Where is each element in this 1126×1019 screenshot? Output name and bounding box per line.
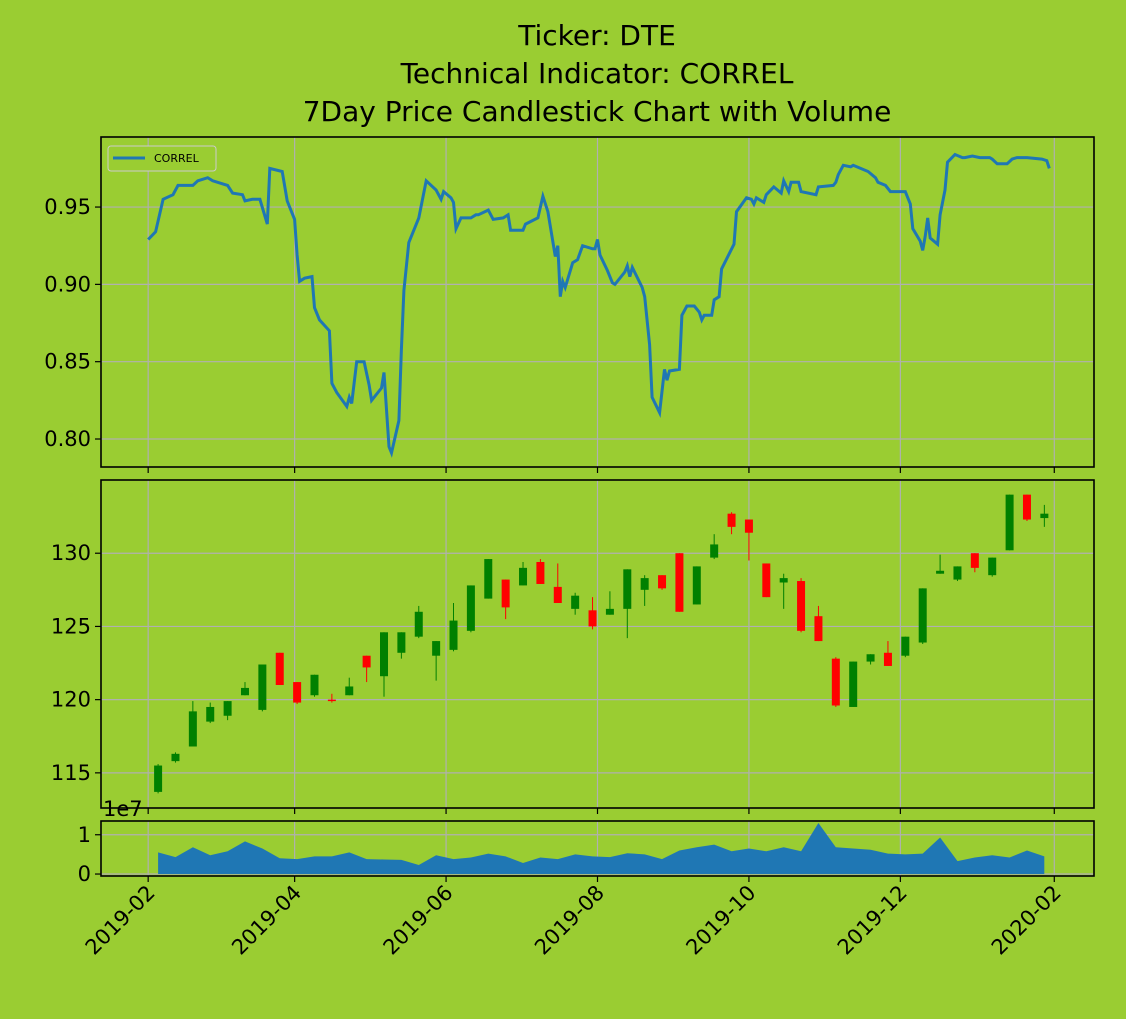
candle-body <box>154 765 163 792</box>
candle-body <box>953 566 962 580</box>
candle-body <box>605 608 614 615</box>
panel: 115 120 125 130 <box>51 479 1095 814</box>
candle-body <box>936 570 945 574</box>
candle-body <box>675 553 684 612</box>
candle-body <box>414 611 423 637</box>
candle-body <box>553 586 562 603</box>
y-tick-label: 0.95 <box>44 195 91 219</box>
candle-body <box>762 563 771 598</box>
y-tick-label: 0.85 <box>44 350 91 374</box>
candle-body <box>658 575 667 589</box>
candle-body <box>258 664 267 710</box>
candle-body <box>710 544 719 558</box>
x-tick-label: 2019-06 <box>379 881 458 960</box>
candle-body <box>536 562 545 584</box>
candle-body <box>1040 513 1049 519</box>
candle-body <box>188 711 197 747</box>
x-tick-label: 2019-12 <box>833 881 912 960</box>
volume-area <box>158 823 1045 875</box>
candle-body <box>171 753 180 762</box>
candle-body <box>380 632 389 677</box>
panel: 2019-02 2019-04 2019-06 2019-08 2019-10 2019-… <box>78 797 1095 960</box>
candle-body <box>779 578 788 583</box>
legend-label: CORREL <box>154 152 200 165</box>
candle-body <box>310 674 319 696</box>
candle-body <box>883 652 892 666</box>
candle-body <box>571 595 580 609</box>
candle-body <box>797 581 806 631</box>
y-tick-label: 115 <box>51 761 91 785</box>
indicator-line <box>147 152 1051 458</box>
candle-body <box>588 610 597 627</box>
candle-body <box>866 654 875 662</box>
panel-frame <box>100 136 1095 468</box>
title-line-3: 7Day Price Candlestick Chart with Volume <box>303 95 892 128</box>
candle-body <box>501 579 510 608</box>
candle-body <box>240 687 249 696</box>
candle-body <box>988 557 997 576</box>
x-tick-label: 2019-08 <box>530 881 609 960</box>
candle-body <box>901 636 910 656</box>
x-tick-label: 2019-04 <box>227 881 306 960</box>
panel-frame <box>100 479 1095 809</box>
y-tick-label: 0 <box>78 862 91 886</box>
title-line-1: Ticker: DTE <box>517 19 676 52</box>
candle-body <box>1005 494 1014 551</box>
candle-body <box>293 682 302 703</box>
candle-body <box>449 620 458 650</box>
candle-body <box>223 701 232 716</box>
candle-body <box>640 578 649 590</box>
candle-body <box>466 585 475 631</box>
y-tick-label: 120 <box>51 688 91 712</box>
candle-body <box>327 699 336 702</box>
offset-label: 1e7 <box>103 797 143 821</box>
legend-box <box>107 145 217 172</box>
panel: 0.80 0.85 0.90 0.95 CORREL <box>44 136 1095 473</box>
y-tick-label: 0.80 <box>44 427 91 451</box>
candle-body <box>275 652 284 685</box>
candle-body <box>362 655 371 668</box>
candle-body <box>692 566 701 605</box>
y-tick-label: 125 <box>51 614 91 638</box>
candle-body <box>397 632 406 653</box>
x-tick-label: 2019-10 <box>681 881 760 960</box>
candle-body <box>849 661 858 707</box>
candle-body <box>206 706 215 722</box>
title-line-2: Technical Indicator: CORREL <box>400 57 794 90</box>
candle-body <box>831 658 840 706</box>
candle-body <box>744 519 753 533</box>
candle-body <box>484 559 493 599</box>
candle-body <box>1022 494 1031 520</box>
candle-body <box>345 686 354 696</box>
y-tick-label: 1 <box>78 823 91 847</box>
y-tick-label: 0.90 <box>44 272 91 296</box>
x-tick-label: 2020-02 <box>987 881 1066 960</box>
candle-body <box>918 588 927 643</box>
panel-frame <box>100 820 1095 877</box>
candle-body <box>970 553 979 568</box>
candle-body <box>623 569 632 609</box>
candle-body <box>727 513 736 527</box>
candle-body <box>519 567 528 586</box>
y-tick-label: 130 <box>51 541 91 565</box>
x-tick-label: 2019-02 <box>81 881 160 960</box>
candle-body <box>432 641 441 656</box>
candle-body <box>814 616 823 642</box>
